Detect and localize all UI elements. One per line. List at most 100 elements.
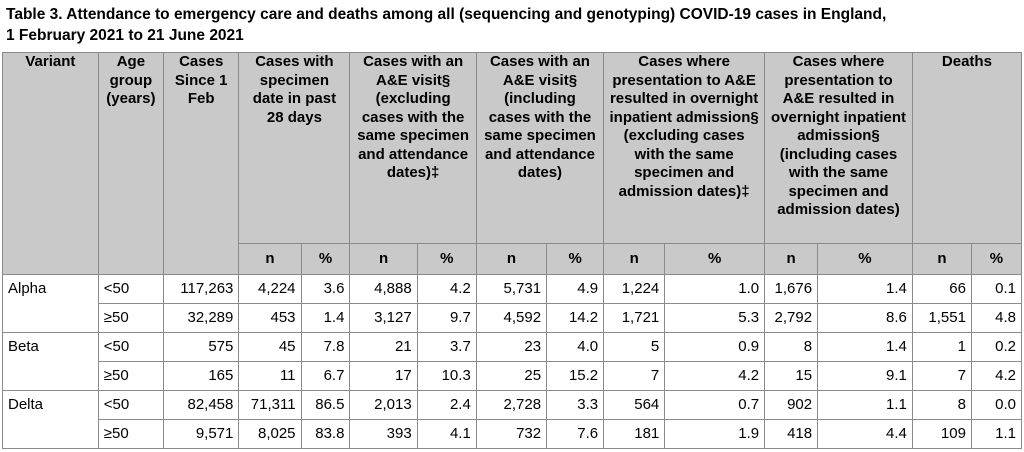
adm-excl-n-cell: 1,721 xyxy=(603,303,666,333)
header-ae-excluding: Cases with an A&E visit§ (excluding case… xyxy=(349,52,477,244)
past28-pct-cell: 7.8 xyxy=(300,332,351,362)
adm-incl-pct-cell: 9.1 xyxy=(817,361,913,391)
adm-incl-n-cell: 2,792 xyxy=(764,303,819,333)
header-past-28-days: Cases with specimen date in past 28 days xyxy=(238,52,351,244)
age-group-cell: ≥50 xyxy=(97,361,164,391)
ae-incl-n-cell: 5,731 xyxy=(475,274,548,304)
age-group-cell: <50 xyxy=(97,274,164,304)
past28-pct-cell: 1.4 xyxy=(300,303,351,333)
age-group-cell: <50 xyxy=(97,390,164,420)
ae-excl-pct-cell: 9.7 xyxy=(416,303,477,333)
subheader-pct: % xyxy=(664,243,766,275)
ae-excl-pct-cell: 4.2 xyxy=(416,274,477,304)
past28-n-cell: 453 xyxy=(238,303,302,333)
deaths-n-cell: 109 xyxy=(911,419,972,449)
adm-incl-pct-cell: 1.4 xyxy=(817,332,913,362)
ae-incl-pct-cell: 14.2 xyxy=(546,303,605,333)
table-row: Delta <50 82,458 71,311 86.5 2,013 2.4 2… xyxy=(2,390,1023,449)
header-age-group: Age group (years) xyxy=(97,52,164,275)
age-group-cell: ≥50 xyxy=(97,303,164,333)
adm-incl-pct-cell: 1.4 xyxy=(817,274,913,304)
past28-n-cell: 4,224 xyxy=(238,274,302,304)
ae-excl-n-cell: 2,013 xyxy=(349,390,418,420)
ae-incl-pct-cell: 15.2 xyxy=(546,361,605,391)
subheader-n: n xyxy=(764,243,819,275)
variant-name: Alpha xyxy=(2,274,99,333)
past28-pct-cell: 6.7 xyxy=(300,361,351,391)
cases-cell: 9,571 xyxy=(162,419,240,449)
adm-excl-pct-cell: 1.9 xyxy=(664,419,766,449)
deaths-n-cell: 8 xyxy=(911,390,972,420)
variant-name: Beta xyxy=(2,332,99,391)
adm-excl-n-cell: 564 xyxy=(603,390,666,420)
deaths-pct-cell: 4.8 xyxy=(970,303,1023,333)
adm-excl-n-cell: 5 xyxy=(603,332,666,362)
deaths-pct-cell: 0.2 xyxy=(970,332,1023,362)
subheader-n: n xyxy=(603,243,666,275)
adm-incl-pct-cell: 8.6 xyxy=(817,303,913,333)
table-row: ≥50 9,571 8,025 83.8 393 4.1 732 7.6 181… xyxy=(3,419,1023,449)
age-group-cell: <50 xyxy=(97,332,164,362)
deaths-pct-cell: 0.0 xyxy=(970,390,1023,420)
ae-incl-n-cell: 2,728 xyxy=(475,390,548,420)
ae-excl-n-cell: 17 xyxy=(349,361,418,391)
adm-excl-pct-cell: 1.0 xyxy=(664,274,766,304)
ae-incl-n-cell: 732 xyxy=(475,419,548,449)
adm-incl-pct-cell: 4.4 xyxy=(817,419,913,449)
header-cases-since: Cases Since 1 Feb xyxy=(162,52,240,275)
cases-cell: 165 xyxy=(162,361,240,391)
ae-incl-pct-cell: 7.6 xyxy=(546,419,605,449)
table-body: Alpha <50 117,263 4,224 3.6 4,888 4.2 5,… xyxy=(2,274,1023,449)
cases-cell: 82,458 xyxy=(162,390,240,420)
adm-excl-n-cell: 1,224 xyxy=(603,274,666,304)
ae-incl-n-cell: 4,592 xyxy=(475,303,548,333)
subheader-pct: % xyxy=(300,243,351,275)
subheader-n: n xyxy=(349,243,418,275)
ae-incl-n-cell: 25 xyxy=(475,361,548,391)
subheader-pct: % xyxy=(970,243,1023,275)
table-title-line-2: 1 February 2021 to 21 June 2021 xyxy=(6,27,244,44)
ae-incl-pct-cell: 4.0 xyxy=(546,332,605,362)
attendance-table: Variant Age group (years) Cases Since 1 … xyxy=(2,52,1023,449)
table-row: Alpha <50 117,263 4,224 3.6 4,888 4.2 5,… xyxy=(2,274,1023,333)
past28-n-cell: 71,311 xyxy=(238,390,302,420)
past28-n-cell: 11 xyxy=(238,361,302,391)
subheader-n: n xyxy=(238,243,302,275)
deaths-n-cell: 66 xyxy=(911,274,972,304)
ae-incl-pct-cell: 3.3 xyxy=(546,390,605,420)
deaths-n-cell: 1 xyxy=(911,332,972,362)
adm-incl-n-cell: 8 xyxy=(764,332,819,362)
deaths-n-cell: 7 xyxy=(911,361,972,391)
ae-excl-pct-cell: 3.7 xyxy=(416,332,477,362)
deaths-pct-cell: 1.1 xyxy=(970,419,1023,449)
ae-excl-n-cell: 393 xyxy=(349,419,418,449)
subheader-n: n xyxy=(475,243,548,275)
deaths-n-cell: 1,551 xyxy=(911,303,972,333)
adm-incl-n-cell: 15 xyxy=(764,361,819,391)
table-title: Table 3. Attendance to emergency care an… xyxy=(0,0,1024,46)
past28-pct-cell: 3.6 xyxy=(300,274,351,304)
cases-cell: 575 xyxy=(162,332,240,362)
adm-incl-n-cell: 1,676 xyxy=(764,274,819,304)
adm-incl-n-cell: 902 xyxy=(764,390,819,420)
ae-excl-n-cell: 21 xyxy=(349,332,418,362)
deaths-pct-cell: 0.1 xyxy=(970,274,1023,304)
adm-excl-n-cell: 7 xyxy=(603,361,666,391)
header-deaths: Deaths xyxy=(911,52,1023,244)
past28-n-cell: 45 xyxy=(238,332,302,362)
adm-excl-pct-cell: 0.7 xyxy=(664,390,766,420)
ae-excl-pct-cell: 10.3 xyxy=(416,361,477,391)
subheader-pct: % xyxy=(817,243,913,275)
adm-excl-pct-cell: 4.2 xyxy=(664,361,766,391)
header-admission-excluding: Cases where presentation to A&E resulted… xyxy=(603,52,766,244)
table-row: ≥50 32,289 453 1.4 3,127 9.7 4,592 14.2 … xyxy=(3,303,1023,333)
subheader-pct: % xyxy=(416,243,477,275)
cases-cell: 117,263 xyxy=(162,274,240,304)
ae-excl-pct-cell: 4.1 xyxy=(416,419,477,449)
ae-excl-n-cell: 3,127 xyxy=(349,303,418,333)
past28-pct-cell: 83.8 xyxy=(300,419,351,449)
table-title-line-1: Table 3. Attendance to emergency care an… xyxy=(6,6,887,23)
past28-n-cell: 8,025 xyxy=(238,419,302,449)
past28-pct-cell: 86.5 xyxy=(300,390,351,420)
adm-incl-n-cell: 418 xyxy=(764,419,819,449)
